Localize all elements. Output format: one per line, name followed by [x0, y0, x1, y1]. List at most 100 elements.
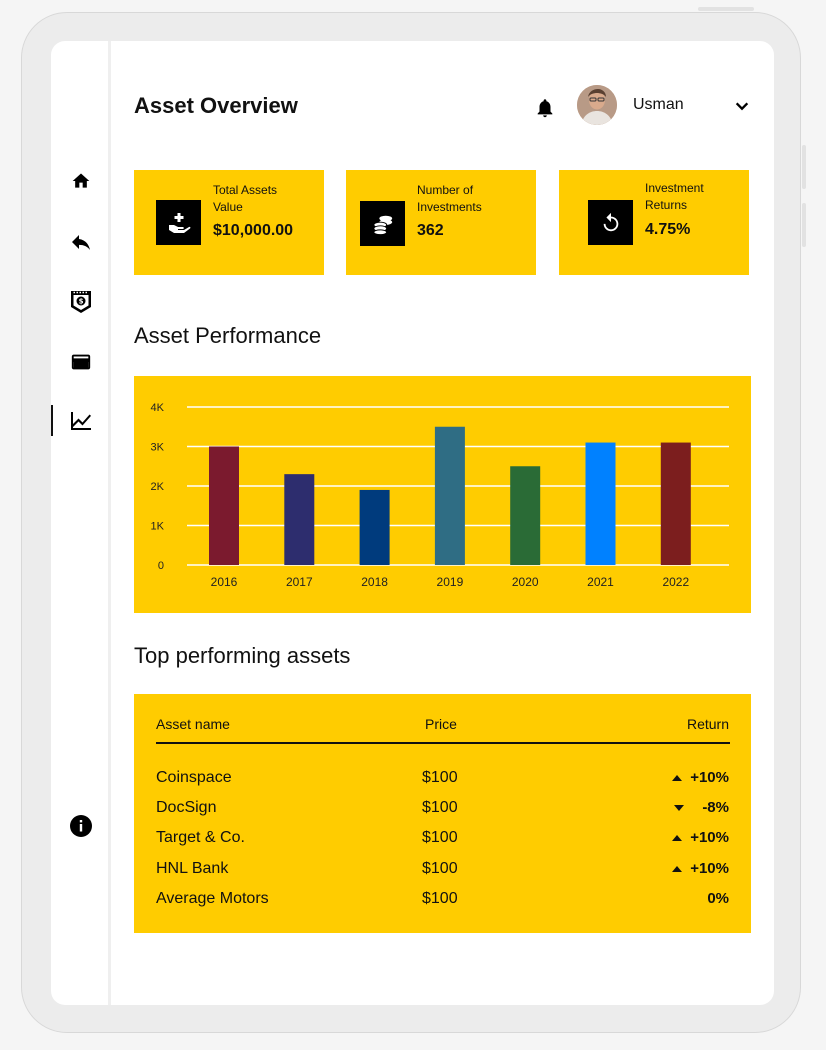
column-header-price: Price — [425, 716, 457, 732]
sidebar-item-analytics[interactable] — [68, 408, 94, 434]
chevron-down-icon — [735, 102, 749, 111]
asset-return-value: +10% — [690, 769, 729, 786]
asset-name: Coinspace — [156, 769, 232, 786]
asset-price: $100 — [422, 829, 458, 846]
bell-icon — [537, 99, 553, 118]
stat-label-line1: Investment — [645, 181, 704, 195]
reply-icon — [72, 235, 90, 250]
y-tick-label: 2K — [151, 481, 165, 493]
tablet-volume-down-button — [802, 203, 806, 247]
home-icon — [72, 173, 90, 188]
hand-plus-icon — [168, 212, 190, 233]
app-screen: $ Asset Overview Usman — [51, 41, 774, 1005]
column-header-name: Asset name — [156, 716, 230, 732]
stat-value: 362 — [417, 222, 444, 239]
performance-chart: 0 1K 2K 3K 4K 2016 2017 2018 2019 2020 2021 2022 — [134, 376, 751, 613]
asset-price: $100 — [422, 860, 458, 877]
sidebar-active-indicator — [51, 405, 53, 436]
x-tick-label: 2021 — [587, 575, 614, 589]
info-icon — [70, 815, 92, 837]
sidebar-item-badge[interactable]: $ — [68, 289, 94, 315]
x-tick-label: 2018 — [361, 575, 388, 589]
chart-line-icon — [71, 412, 91, 430]
stat-card-returns: Investment Returns 4.75% — [559, 170, 749, 275]
asset-name: HNL Bank — [156, 860, 229, 877]
user-menu-toggle[interactable] — [734, 98, 750, 114]
asset-name: DocSign — [156, 799, 217, 816]
x-tick-label: 2020 — [512, 575, 539, 589]
asset-return-value: +10% — [690, 829, 729, 846]
stat-icon-box — [588, 200, 633, 245]
section-title-top-assets: Top performing assets — [134, 643, 351, 668]
header-divider — [156, 742, 730, 744]
badge-icon: $ — [71, 291, 91, 313]
trend-down-icon — [674, 804, 685, 811]
tablet-top-button — [698, 7, 754, 11]
bar-chart: 0 1K 2K 3K 4K 2016 2017 2018 2019 2020 2021 2022 — [151, 402, 729, 589]
bar-2021[interactable] — [585, 442, 616, 565]
bar-2018[interactable] — [359, 489, 390, 565]
x-tick-label: 2017 — [286, 575, 313, 589]
sidebar-item-home[interactable] — [68, 168, 94, 194]
y-tick-label: 3K — [151, 442, 165, 454]
x-tick-label: 2016 — [211, 575, 238, 589]
asset-name: Target & Co. — [156, 829, 245, 846]
user-name: Usman — [633, 96, 684, 113]
table-row[interactable]: Coinspace $100 +10% — [134, 769, 751, 793]
tablet-volume-up-button — [802, 145, 806, 189]
asset-return: -8% — [674, 799, 729, 816]
bar-2017[interactable] — [284, 474, 315, 565]
bar-2022[interactable] — [660, 442, 691, 565]
stat-icon-box — [156, 200, 201, 245]
trend-up-icon — [672, 834, 683, 841]
asset-price: $100 — [422, 769, 458, 786]
section-title-performance: Asset Performance — [134, 323, 322, 348]
refresh-icon — [603, 212, 618, 231]
asset-return-value: -8% — [702, 799, 729, 816]
coins-icon — [372, 215, 392, 235]
stat-card-investments: Number of Investments 362 — [346, 170, 536, 275]
notification-button[interactable] — [534, 97, 556, 119]
bar-2019[interactable] — [434, 426, 465, 565]
y-tick-label: 1K — [151, 521, 165, 533]
stat-label-line2: Investments — [417, 200, 482, 214]
stat-icon-box — [360, 201, 405, 246]
assets-table: Asset name Price Return Coinspace $100 +… — [134, 694, 751, 933]
stat-card-total-assets: Total Assets Value $10,000.00 — [134, 170, 324, 275]
sidebar-item-reply[interactable] — [68, 229, 94, 255]
asset-price: $100 — [422, 890, 458, 907]
column-header-return: Return — [686, 716, 729, 732]
bar-2016[interactable] — [209, 446, 239, 566]
asset-return-value: 0% — [707, 890, 729, 907]
credit-card-icon — [71, 354, 91, 370]
y-tick-label: 0 — [158, 560, 164, 572]
asset-return: +10% — [672, 860, 729, 877]
x-tick-label: 2022 — [662, 575, 689, 589]
asset-name: Average Motors — [156, 890, 269, 907]
stat-value: 4.75% — [645, 221, 691, 238]
stat-label-line2: Returns — [645, 198, 688, 212]
asset-price: $100 — [422, 799, 458, 816]
stat-label-line2: Value — [213, 200, 243, 214]
table-row[interactable]: DocSign $100 -8% — [134, 799, 751, 823]
user-portrait-icon — [577, 85, 617, 125]
asset-return: +10% — [672, 829, 729, 846]
table-row[interactable]: Average Motors $100 0% — [134, 890, 751, 914]
stat-label-line1: Total Assets — [213, 183, 278, 197]
asset-return: 0% — [707, 890, 729, 907]
sidebar: $ — [51, 41, 111, 1005]
asset-return: +10% — [672, 769, 729, 786]
sidebar-item-payments[interactable] — [68, 349, 94, 375]
trend-up-icon — [672, 774, 683, 781]
stat-value: $10,000.00 — [213, 222, 294, 239]
table-row[interactable]: HNL Bank $100 +10% — [134, 860, 751, 884]
sidebar-item-info[interactable] — [68, 813, 94, 839]
table-row[interactable]: Target & Co. $100 +10% — [134, 829, 751, 853]
trend-up-icon — [672, 865, 683, 872]
bar-2020[interactable] — [510, 466, 541, 565]
page-title: Asset Overview — [134, 93, 298, 118]
x-tick-label: 2019 — [437, 575, 464, 589]
y-tick-label: 4K — [151, 402, 165, 414]
avatar[interactable] — [577, 85, 617, 125]
asset-return-value: +10% — [690, 860, 729, 877]
